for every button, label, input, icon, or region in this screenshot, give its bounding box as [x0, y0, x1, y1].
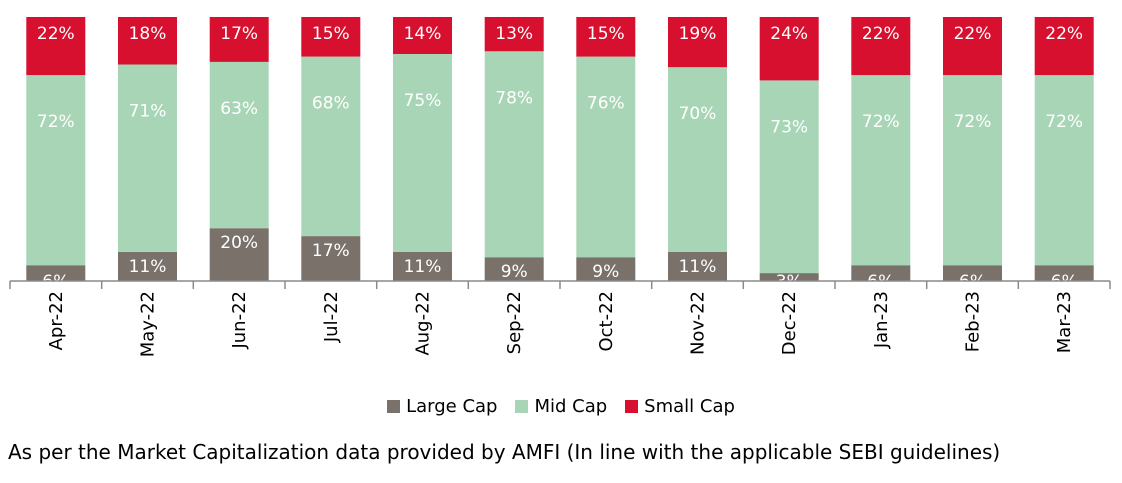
bar-small-cap-jun-22	[209, 17, 269, 62]
legend-label-large-cap: Large Cap	[406, 396, 498, 417]
legend-item-mid-cap: Mid Cap	[515, 396, 607, 417]
data-label-small-cap-oct-22: 15%	[587, 24, 625, 44]
x-tick-label-apr-22: Apr-22	[46, 291, 67, 350]
stacked-bar-chart: 6% 72% 22% 11% 71% 18% 20% 63% 17% 17% 68% 15% 11% 75…	[9, 17, 1111, 357]
legend-swatch-large-cap	[387, 400, 401, 413]
bar-mid-cap-jul-22	[301, 56, 361, 237]
data-label-large-cap-mar-23: 6%	[1051, 272, 1078, 292]
bar-small-cap-feb-23	[943, 17, 1002, 76]
x-tick-label-feb-23: Feb-23	[963, 291, 984, 352]
bar-large-cap-jul-22	[301, 236, 361, 281]
x-tick-label-may-22: May-22	[138, 291, 159, 357]
legend-swatch-small-cap	[625, 400, 639, 413]
bar-small-cap-may-22	[118, 17, 177, 65]
data-label-mid-cap-may-22: 71%	[129, 102, 167, 122]
data-label-mid-cap-apr-22: 72%	[37, 112, 75, 132]
data-label-large-cap-aug-22: 11%	[404, 257, 442, 277]
bar-mid-cap-jan-23	[851, 75, 911, 266]
x-axis: Apr-22 May-22 Jun-22 Jul-22 Aug-22 Sep-22 Oct-…	[9, 280, 1111, 357]
data-label-small-cap-jun-22: 17%	[220, 24, 258, 44]
bar-large-cap-sep-22	[484, 257, 544, 281]
data-label-large-cap-dec-22: 3%	[776, 272, 803, 292]
x-tick-label-aug-22: Aug-22	[413, 291, 434, 356]
bar-mid-cap-mar-23	[1034, 75, 1094, 266]
data-label-mid-cap-sep-22: 78%	[495, 88, 533, 108]
data-label-mid-cap-jun-22: 63%	[220, 99, 258, 119]
bar-large-cap-feb-23	[943, 265, 1002, 281]
data-label-mid-cap-aug-22: 75%	[404, 91, 442, 111]
legend-item-large-cap: Large Cap	[387, 396, 497, 417]
data-label-small-cap-aug-22: 14%	[404, 24, 442, 44]
bar-mid-cap-feb-23	[943, 75, 1002, 266]
legend-label-small-cap: Small Cap	[644, 396, 735, 417]
bar-small-cap-sep-22	[484, 17, 544, 52]
bar-small-cap-jan-23	[851, 17, 911, 76]
data-label-small-cap-nov-22: 19%	[679, 24, 717, 44]
bar-large-cap-jan-23	[851, 265, 911, 281]
data-label-small-cap-may-22: 18%	[129, 24, 167, 44]
bar-small-cap-apr-22	[26, 17, 86, 76]
data-label-large-cap-jun-22: 20%	[220, 233, 258, 253]
bar-mid-cap-nov-22	[668, 67, 727, 252]
data-label-mid-cap-jul-22: 68%	[312, 94, 350, 114]
data-label-large-cap-jan-23: 6%	[867, 272, 894, 292]
legend-item-small-cap: Small Cap	[625, 396, 735, 417]
data-label-small-cap-dec-22: 24%	[770, 24, 808, 44]
data-label-small-cap-apr-22: 22%	[37, 24, 75, 44]
bar-large-cap-may-22	[118, 252, 177, 281]
bar-large-cap-dec-22	[759, 273, 819, 281]
bar-small-cap-mar-23	[1034, 17, 1094, 76]
data-label-mid-cap-nov-22: 70%	[679, 104, 717, 124]
data-label-mid-cap-oct-22: 76%	[587, 94, 625, 114]
data-label-mid-cap-dec-22: 73%	[770, 117, 808, 137]
data-label-small-cap-mar-23: 22%	[1045, 24, 1083, 44]
data-label-large-cap-feb-23: 6%	[959, 272, 986, 292]
data-label-large-cap-nov-22: 11%	[679, 257, 717, 277]
legend-swatch-mid-cap	[515, 400, 529, 413]
bar-small-cap-dec-22	[759, 17, 819, 81]
bars-group: 6% 72% 22% 11% 71% 18% 20% 63% 17% 17% 68% 15% 11% 75…	[26, 17, 1094, 292]
bar-mid-cap-dec-22	[759, 80, 819, 274]
data-label-mid-cap-feb-23: 72%	[954, 112, 992, 132]
bar-large-cap-jun-22	[209, 228, 269, 281]
data-label-small-cap-jan-23: 22%	[862, 24, 900, 44]
data-label-small-cap-jul-22: 15%	[312, 24, 350, 44]
bar-large-cap-aug-22	[393, 252, 452, 281]
bar-small-cap-nov-22	[668, 17, 727, 68]
bar-mid-cap-may-22	[118, 64, 177, 252]
data-label-small-cap-feb-23: 22%	[954, 24, 992, 44]
data-label-large-cap-may-22: 11%	[129, 257, 167, 277]
bar-large-cap-apr-22	[26, 265, 86, 281]
data-label-large-cap-sep-22: 9%	[501, 262, 528, 282]
bar-mid-cap-sep-22	[484, 51, 544, 258]
data-label-small-cap-sep-22: 13%	[495, 24, 533, 44]
x-tick-label-jan-23: Jan-23	[871, 291, 892, 349]
x-tick-label-jun-22: Jun-22	[229, 291, 250, 350]
bar-large-cap-mar-23	[1034, 265, 1094, 281]
x-tick-label-dec-22: Dec-22	[779, 291, 800, 355]
bar-mid-cap-oct-22	[576, 56, 636, 258]
bar-small-cap-jul-22	[301, 17, 361, 57]
data-label-large-cap-apr-22: 6%	[42, 272, 69, 292]
data-label-mid-cap-mar-23: 72%	[1045, 112, 1083, 132]
x-tick-label-sep-22: Sep-22	[504, 291, 525, 354]
bar-mid-cap-jun-22	[209, 61, 269, 229]
data-label-large-cap-oct-22: 9%	[592, 262, 619, 282]
legend-label-mid-cap: Mid Cap	[534, 396, 608, 417]
bar-small-cap-aug-22	[393, 17, 452, 54]
bar-large-cap-nov-22	[668, 252, 727, 281]
data-label-large-cap-jul-22: 17%	[312, 241, 350, 261]
x-tick-label-nov-22: Nov-22	[688, 291, 709, 355]
bar-mid-cap-apr-22	[26, 75, 86, 266]
bar-small-cap-oct-22	[576, 17, 636, 57]
legend: Large Cap Mid Cap Small Cap	[0, 396, 1122, 417]
bar-large-cap-oct-22	[576, 257, 636, 281]
footnote: As per the Market Capitalization data pr…	[8, 440, 1001, 464]
bar-mid-cap-aug-22	[393, 54, 452, 252]
data-label-mid-cap-jan-23: 72%	[862, 112, 900, 132]
x-tick-label-mar-23: Mar-23	[1054, 291, 1075, 353]
x-tick-label-oct-22: Oct-22	[596, 291, 617, 352]
x-tick-label-jul-22: Jul-22	[321, 291, 342, 343]
